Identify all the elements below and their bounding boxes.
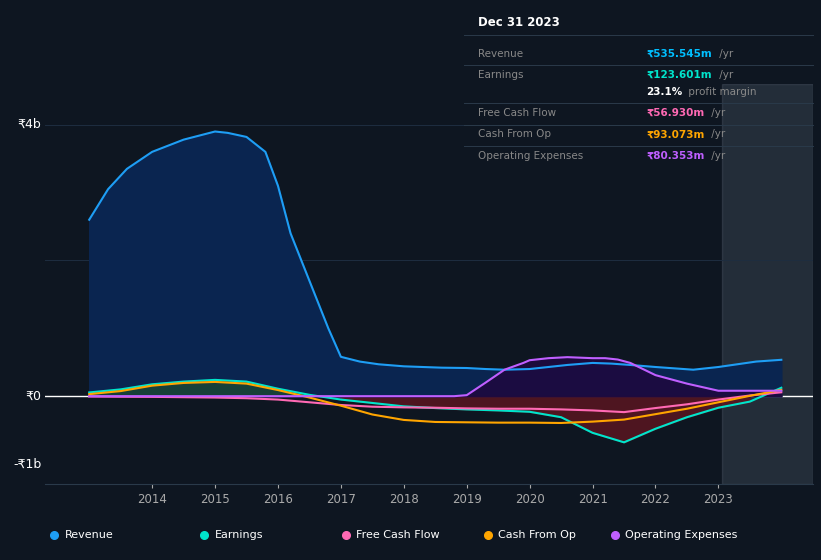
Text: ₹56.930m: ₹56.930m xyxy=(646,108,704,118)
Text: Earnings: Earnings xyxy=(478,70,524,80)
Text: -₹1b: -₹1b xyxy=(13,458,41,470)
Text: ₹93.073m: ₹93.073m xyxy=(646,129,704,139)
Text: /yr: /yr xyxy=(716,49,733,58)
Text: Free Cash Flow: Free Cash Flow xyxy=(478,108,556,118)
Text: Cash From Op: Cash From Op xyxy=(478,129,551,139)
Text: ₹535.545m: ₹535.545m xyxy=(646,49,712,58)
Text: Cash From Op: Cash From Op xyxy=(498,530,576,539)
Text: Operating Expenses: Operating Expenses xyxy=(626,530,737,539)
Text: Dec 31 2023: Dec 31 2023 xyxy=(478,16,560,29)
Text: ₹0: ₹0 xyxy=(25,390,41,403)
Text: Free Cash Flow: Free Cash Flow xyxy=(356,530,440,539)
Text: profit margin: profit margin xyxy=(685,86,756,96)
Text: Revenue: Revenue xyxy=(65,530,113,539)
Text: Earnings: Earnings xyxy=(214,530,263,539)
Text: /yr: /yr xyxy=(708,151,725,161)
Text: /yr: /yr xyxy=(708,108,725,118)
Text: ₹80.353m: ₹80.353m xyxy=(646,151,704,161)
Text: 23.1%: 23.1% xyxy=(646,86,682,96)
Bar xyxy=(722,84,813,484)
Text: /yr: /yr xyxy=(708,129,725,139)
Text: Operating Expenses: Operating Expenses xyxy=(478,151,583,161)
Text: Revenue: Revenue xyxy=(478,49,523,58)
Text: ₹4b: ₹4b xyxy=(17,118,41,131)
Text: /yr: /yr xyxy=(716,70,733,80)
Text: ₹123.601m: ₹123.601m xyxy=(646,70,712,80)
